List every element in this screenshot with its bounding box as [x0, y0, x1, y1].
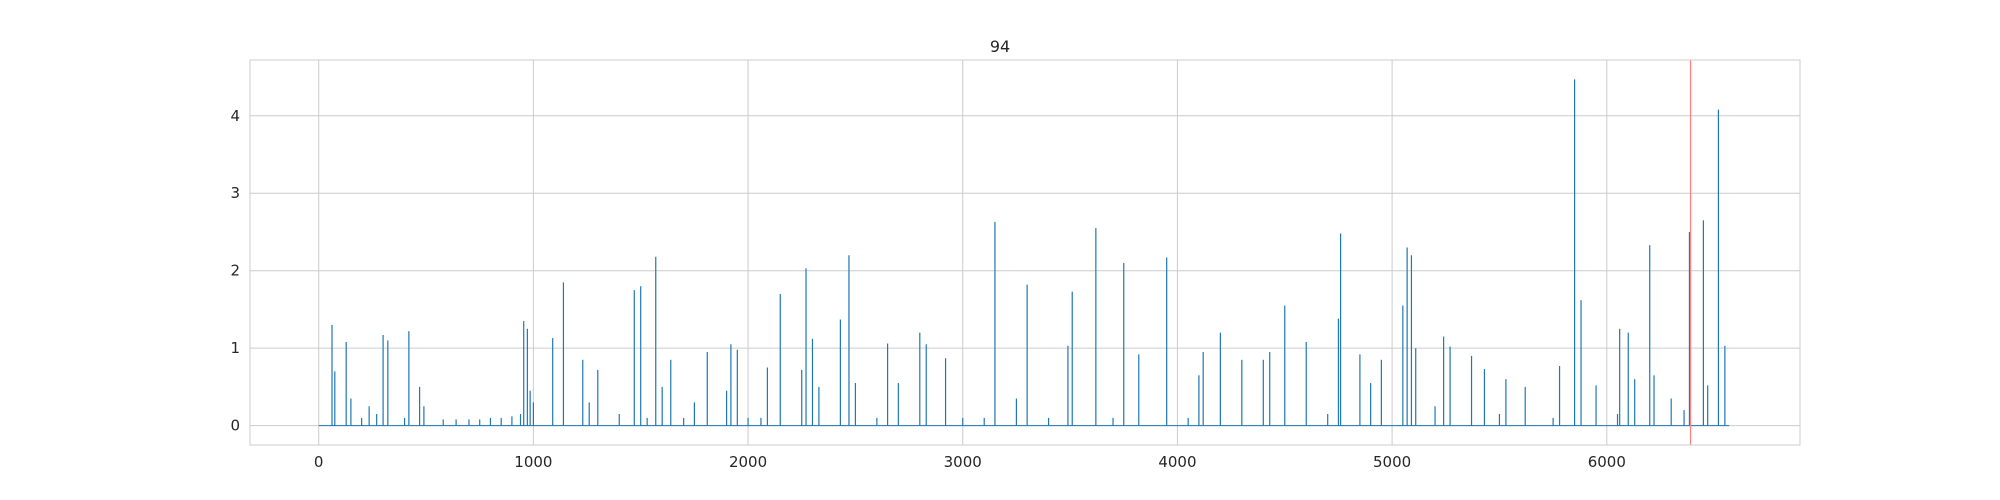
y-tick-label: 1 [230, 339, 240, 357]
grid [250, 60, 1800, 445]
axes: 0 1000 2000 3000 4000 5000 6000 0 1 2 3 4 [230, 107, 1625, 471]
y-tick-label: 4 [230, 107, 240, 125]
chart-title: 94 [990, 37, 1010, 56]
x-tick-label: 5000 [1373, 453, 1411, 471]
x-tick-label: 1000 [514, 453, 552, 471]
x-tick-label: 6000 [1588, 453, 1626, 471]
x-tick-label: 2000 [729, 453, 767, 471]
y-tick-label: 2 [230, 262, 240, 280]
x-tick-label: 0 [314, 453, 324, 471]
plot-frame [249, 59, 1801, 446]
plot-area [318, 79, 1730, 427]
y-tick-label: 3 [230, 184, 240, 202]
x-tick-label: 4000 [1158, 453, 1196, 471]
x-tick-label: 3000 [944, 453, 982, 471]
y-tick-label: 0 [230, 417, 240, 435]
